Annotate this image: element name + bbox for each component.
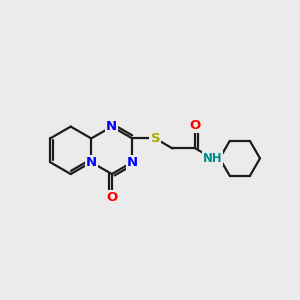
Text: N: N [127, 156, 138, 169]
Text: NH: NH [203, 152, 222, 165]
Text: O: O [106, 191, 117, 204]
Text: N: N [86, 156, 97, 169]
Text: S: S [151, 132, 160, 145]
Text: O: O [190, 119, 201, 132]
Text: N: N [106, 120, 117, 133]
